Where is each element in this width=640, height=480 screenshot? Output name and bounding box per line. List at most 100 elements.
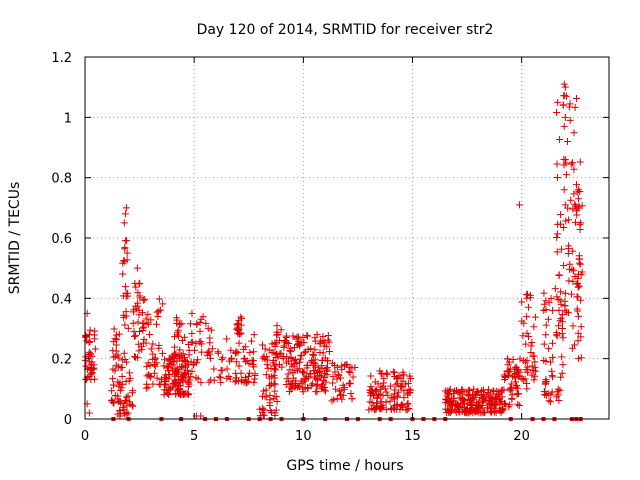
data-point [553,160,561,168]
data-point [452,401,460,409]
data-point [404,391,412,399]
data-point [530,376,538,384]
data-point [300,368,308,376]
data-point [333,375,341,383]
data-point [169,361,177,369]
data-point [520,356,528,364]
data-point [181,357,189,365]
data-point [397,382,405,390]
data-point [322,378,330,386]
data-point [124,289,132,297]
data-point [553,248,561,256]
data-point [485,386,493,394]
data-point [379,401,387,409]
data-point [563,308,571,316]
data-point [324,357,332,365]
data-point [379,392,387,400]
data-point [454,388,462,396]
data-point [146,331,154,339]
data-point [197,379,205,387]
data-point [487,407,495,415]
data-point [154,313,162,321]
x-tick-label: 15 [404,429,421,444]
data-point [227,355,235,363]
data-point [402,406,410,414]
data-point [387,382,395,390]
data-point [208,345,216,353]
data-point [112,341,120,349]
data-point [570,267,578,275]
data-point [559,334,567,342]
data-point [265,381,273,389]
data-point [117,399,125,407]
data-point [452,387,460,395]
data-point [519,376,527,384]
data-point [139,327,147,335]
data-point [219,354,227,362]
data-point [393,393,401,401]
data-point [170,379,178,387]
data-point [82,362,90,370]
data-point [171,343,179,351]
data-point [548,367,556,375]
data-point [570,129,578,137]
data-point [475,402,483,410]
data-point [566,116,574,124]
data-point [284,340,292,348]
data-point [540,289,548,297]
data-point [545,345,553,353]
x-tick-label: 0 [81,429,89,444]
data-point [323,364,331,372]
data-point [259,354,267,362]
data-point [345,368,353,376]
data-point [235,339,243,347]
data-point [373,404,381,412]
data-point [166,386,174,394]
data-point [468,400,476,408]
data-point [307,381,315,389]
data-point [329,379,337,387]
data-point [109,347,117,355]
data-point [554,230,562,238]
data-point [574,279,582,287]
data-point [121,237,129,245]
data-point [122,312,130,320]
data-point [540,340,548,348]
data-point [464,392,472,400]
tick-layer: 0 5 10 15 20 0 0.2 0.4 0.6 0.8 1 1.2 [51,51,609,444]
data-point [571,200,579,208]
data-point [132,283,140,291]
data-point [266,346,274,354]
data-point [172,368,180,376]
data-point [405,405,413,413]
data-point [242,376,250,384]
data-point [322,387,330,395]
data-point [319,383,327,391]
data-point [147,345,155,353]
data-point [443,392,451,400]
data-point [175,320,183,328]
data-point [297,338,305,346]
data-point [143,363,151,371]
data-point [134,289,142,297]
data-point [248,356,256,364]
data-point [85,331,93,339]
data-point [374,393,382,401]
x-tick-label: 5 [190,429,198,444]
data-point [523,379,531,387]
data-point [404,399,412,407]
data-point [555,306,563,314]
data-point [303,331,311,339]
data-point [549,353,557,361]
data-point [577,333,585,341]
data-point [231,378,239,386]
data-point [121,245,129,253]
data-point [205,347,213,355]
data-point [122,377,130,385]
data-point [470,396,478,404]
data-point [109,375,117,383]
data-point [147,373,155,381]
y-tick-label: 0.4 [51,292,72,307]
data-point [452,409,460,417]
data-point [120,349,128,357]
